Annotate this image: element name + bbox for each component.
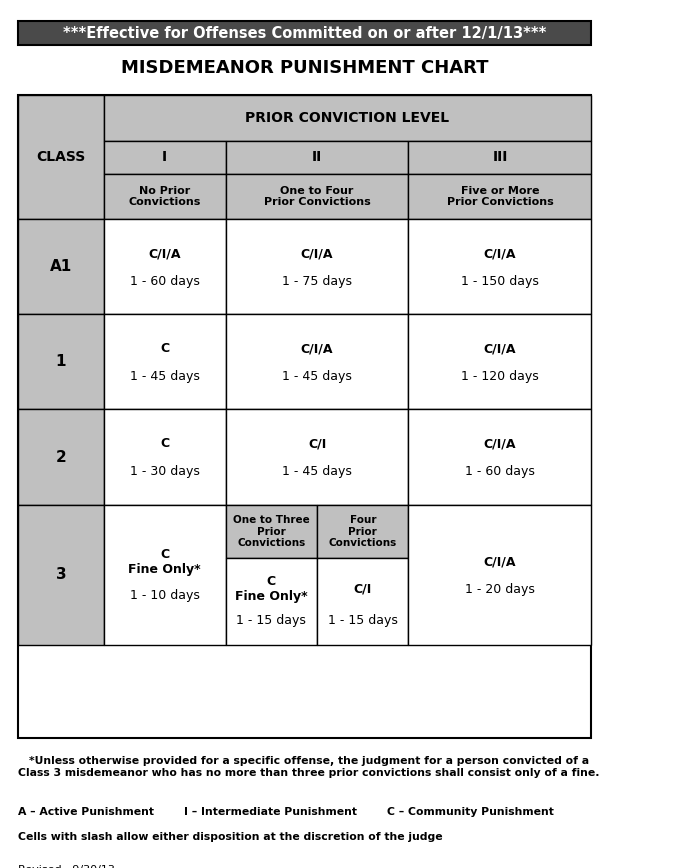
Bar [18,504,103,645]
Text: 2: 2 [56,450,67,464]
Bar [18,220,103,314]
Bar [103,95,592,141]
Text: C
Fine Only*: C Fine Only* [235,575,307,602]
Text: ***Effective for Offenses Committed on or after 12/1/13***: ***Effective for Offenses Committed on o… [63,25,547,41]
Text: II: II [312,150,322,164]
Bar [18,314,103,410]
Bar [226,220,409,314]
Bar [317,558,409,645]
Text: 1 - 120 days: 1 - 120 days [461,371,539,384]
Text: Revised:  9/30/13: Revised: 9/30/13 [18,865,115,868]
Bar [103,504,226,645]
Text: 1 - 30 days: 1 - 30 days [130,465,199,478]
Bar [103,220,226,314]
Bar [226,504,317,558]
Bar [317,504,409,558]
Text: C/I/A: C/I/A [301,247,333,260]
Text: C/I: C/I [354,582,372,595]
Text: No Prior
Convictions: No Prior Convictions [129,186,201,207]
Bar [103,314,226,410]
Text: 1 - 150 days: 1 - 150 days [461,275,539,288]
Bar [226,174,409,220]
Bar [409,410,592,504]
Text: C: C [160,342,169,355]
Text: A – Active Punishment        I – Intermediate Punishment        C – Community Pu: A – Active Punishment I – Intermediate P… [18,807,554,818]
Text: C/I/A: C/I/A [483,247,516,260]
Text: 1: 1 [56,354,66,370]
Text: One to Three
Prior
Convictions: One to Three Prior Convictions [233,515,309,548]
Text: C/I/A: C/I/A [301,342,333,355]
Text: 1 - 45 days: 1 - 45 days [282,371,352,384]
Bar [18,410,103,504]
Bar [103,410,226,504]
Text: One to Four
Prior Convictions: One to Four Prior Convictions [264,186,371,207]
Text: 3: 3 [56,568,66,582]
Text: Five or More
Prior Convictions: Five or More Prior Convictions [447,186,554,207]
Text: C/I/A: C/I/A [483,556,516,569]
Text: 1 - 60 days: 1 - 60 days [130,275,199,288]
Text: Four
Prior
Convictions: Four Prior Convictions [328,515,397,548]
Bar [226,410,409,504]
Bar [226,141,409,174]
Text: 1 - 10 days: 1 - 10 days [130,589,199,602]
Text: 1 - 15 days: 1 - 15 days [328,614,398,627]
Text: A1: A1 [50,260,72,274]
Bar [226,314,409,410]
Text: CLASS: CLASS [36,150,86,164]
Text: C/I/A: C/I/A [483,342,516,355]
Text: *Unless otherwise provided for a specific offense, the judgment for a person con: *Unless otherwise provided for a specifi… [18,756,600,778]
Bar [103,174,226,220]
Text: C/I: C/I [308,437,326,450]
Text: C: C [160,437,169,450]
Text: Cells with slash allow either disposition at the discretion of the judge: Cells with slash allow either dispositio… [18,832,443,842]
Text: C/I/A: C/I/A [148,247,181,260]
Bar [226,558,317,645]
Bar [18,95,592,738]
Text: C
Fine Only*: C Fine Only* [129,548,201,575]
Text: 1 - 60 days: 1 - 60 days [465,465,535,478]
Bar [409,504,592,645]
Text: III: III [492,150,508,164]
Bar [409,174,592,220]
Bar [409,314,592,410]
Bar [18,21,592,45]
Text: 1 - 45 days: 1 - 45 days [130,371,199,384]
Bar [409,220,592,314]
Text: 1 - 15 days: 1 - 15 days [237,614,306,627]
Text: C/I/A: C/I/A [483,437,516,450]
Bar [18,95,103,220]
Text: 1 - 45 days: 1 - 45 days [282,465,352,478]
Bar [103,141,226,174]
Text: I: I [162,150,167,164]
Text: MISDEMEANOR PUNISHMENT CHART: MISDEMEANOR PUNISHMENT CHART [121,59,489,77]
Text: 1 - 20 days: 1 - 20 days [465,583,535,596]
Bar [409,141,592,174]
Text: PRIOR CONVICTION LEVEL: PRIOR CONVICTION LEVEL [245,111,449,125]
Text: 1 - 75 days: 1 - 75 days [282,275,352,288]
